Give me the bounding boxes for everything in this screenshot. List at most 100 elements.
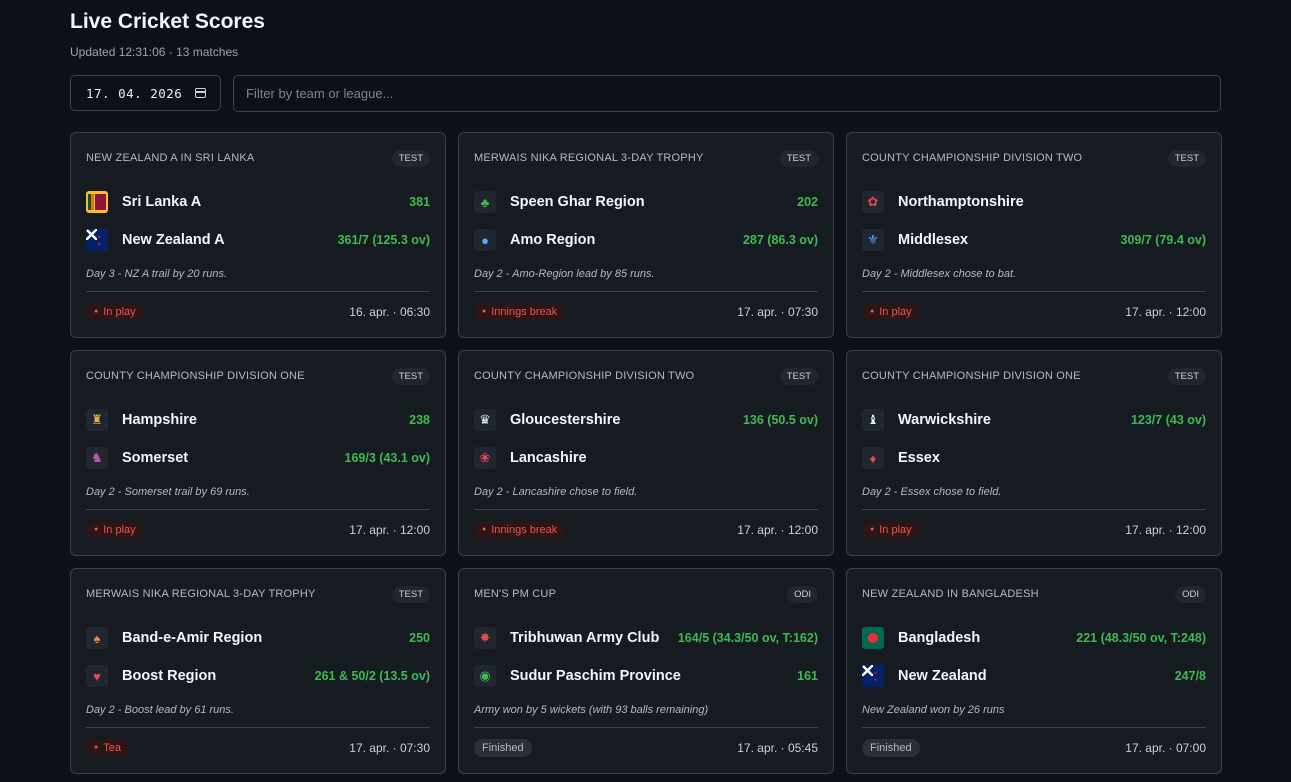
team-score: 164/5 (34.3/50 ov, T:162) [677, 631, 818, 645]
match-note: Day 2 - Boost lead by 61 runs. [86, 704, 234, 716]
lancashire-rose-icon: ❀ [474, 447, 496, 469]
filter-bar: 17. 04. 2026 [70, 75, 1221, 113]
status-badge: In play [86, 521, 144, 539]
format-badge: ODI [787, 585, 818, 603]
format-badge: TEST [1167, 367, 1206, 385]
divider [86, 509, 430, 510]
divider [862, 509, 1206, 510]
match-time: 17. apr. · 07:30 [737, 305, 818, 319]
team-name: Speen Ghar Region [510, 194, 645, 210]
team-name: Boost Region [122, 668, 217, 684]
format-badge: TEST [391, 585, 430, 603]
gloucestershire-crest-icon: ♛ [474, 409, 496, 431]
match-card[interactable]: MEN'S PM CUP ODI ✸ Tribhuwan Army Club 164/… [458, 568, 834, 774]
league-name: COUNTY CHAMPIONSHIP DIVISION TWO [474, 370, 695, 382]
match-time: 17. apr. · 07:30 [349, 741, 430, 755]
match-card[interactable]: MERWAIS NIKA REGIONAL 3-DAY TROPHY TEST ♣… [458, 132, 834, 338]
team-score: 261 & 50/2 (13.5 ov) [314, 669, 430, 683]
format-badge: TEST [391, 367, 430, 385]
team-row: ♥ Boost Region 261 & 50/2 (13.5 ov) [86, 657, 430, 695]
team-row: ♦ Essex [862, 439, 1206, 477]
match-note: Day 2 - Middlesex chose to bat. [862, 268, 1017, 280]
match-card[interactable]: COUNTY CHAMPIONSHIP DIVISION TWO TEST ♛ Gl… [458, 350, 834, 556]
match-time: 17. apr. · 12:00 [737, 523, 818, 537]
match-card[interactable]: NEW ZEALAND IN BANGLADESH ODI Bangladesh 2… [846, 568, 1222, 774]
team-name: New Zealand [898, 668, 987, 684]
match-time: 17. apr. · 05:45 [737, 741, 818, 755]
match-time: 17. apr. · 12:00 [1125, 523, 1206, 537]
team-row: New Zealand 247/8 [862, 657, 1206, 695]
divider [474, 509, 818, 510]
status-badge: Finished [862, 739, 920, 757]
match-card[interactable]: NEW ZEALAND A IN SRI LANKA TEST Sri Lanka… [70, 132, 446, 338]
middlesex-crest-icon: ⚜ [862, 229, 884, 251]
team-row: ● Amo Region 287 (86.3 ov) [474, 221, 818, 259]
divider [86, 291, 430, 292]
status-badge: Tea [86, 739, 129, 757]
match-note: Day 3 - NZ A trail by 20 runs. [86, 268, 228, 280]
team-score: 247/8 [1174, 669, 1206, 683]
hampshire-crest-icon: ♜ [86, 409, 108, 431]
northamptonshire-crest-icon: ✿ [862, 191, 884, 213]
team-name: Middlesex [898, 232, 969, 248]
team-row: ◉ Sudur Paschim Province 161 [474, 657, 818, 695]
team-score: 221 (48.3/50 ov, T:248) [1076, 631, 1206, 645]
speen-ghar-crest-icon: ♣ [474, 191, 496, 213]
team-name: Tribhuwan Army Club [510, 630, 660, 646]
team-name: Bangladesh [898, 630, 981, 646]
essex-crest-icon: ♦ [862, 447, 884, 469]
status-badge: In play [86, 303, 144, 321]
league-name: MEN'S PM CUP [474, 588, 557, 600]
divider [474, 727, 818, 728]
divider [474, 291, 818, 292]
match-time: 17. apr. · 12:00 [1125, 305, 1206, 319]
team-name: Somerset [122, 450, 189, 466]
team-row: ♝ Warwickshire 123/7 (43 ov) [862, 401, 1206, 439]
match-time: 16. apr. · 06:30 [349, 305, 430, 319]
band-e-amir-crest-icon: ♠ [86, 627, 108, 649]
date-value: 17. 04. 2026 [86, 85, 183, 101]
match-grid: NEW ZEALAND A IN SRI LANKA TEST Sri Lanka… [70, 132, 1222, 774]
team-row: ✸ Tribhuwan Army Club 164/5 (34.3/50 ov, T… [474, 619, 818, 657]
league-name: COUNTY CHAMPIONSHIP DIVISION TWO [862, 152, 1083, 164]
new-zealand-flag-icon [862, 665, 884, 687]
update-info: Updated 12:31:06 · 13 matches [70, 45, 239, 59]
team-name: Northamptonshire [898, 194, 1024, 210]
match-card[interactable]: COUNTY CHAMPIONSHIP DIVISION ONE TEST ♝ Wa… [846, 350, 1222, 556]
team-score: 161 [797, 669, 818, 683]
team-name: Gloucestershire [510, 412, 621, 428]
team-row: New Zealand A 361/7 (125.3 ov) [86, 221, 430, 259]
team-name: Essex [898, 450, 940, 466]
divider [862, 727, 1206, 728]
team-score: 287 (86.3 ov) [742, 233, 818, 247]
format-badge: TEST [779, 367, 818, 385]
match-card[interactable]: COUNTY CHAMPIONSHIP DIVISION ONE TEST ♜ Ha… [70, 350, 446, 556]
date-picker[interactable]: 17. 04. 2026 [70, 75, 221, 111]
boost-region-crest-icon: ♥ [86, 665, 108, 687]
team-row: ♞ Somerset 169/3 (43.1 ov) [86, 439, 430, 477]
tribhuwan-army-crest-icon: ✸ [474, 627, 496, 649]
team-name: Amo Region [510, 232, 596, 248]
status-badge: In play [862, 521, 920, 539]
format-badge: TEST [1167, 149, 1206, 167]
team-score: 136 (50.5 ov) [742, 413, 818, 427]
team-name: Hampshire [122, 412, 197, 428]
league-name: MERWAIS NIKA REGIONAL 3-DAY TROPHY [474, 152, 704, 164]
team-row: ❀ Lancashire [474, 439, 818, 477]
team-name: Band-e-Amir Region [122, 630, 263, 646]
warwickshire-bear-icon: ♝ [862, 409, 884, 431]
team-score: 238 [409, 413, 430, 427]
team-row: ♜ Hampshire 238 [86, 401, 430, 439]
format-badge: TEST [779, 149, 818, 167]
team-score: 123/7 (43 ov) [1130, 413, 1206, 427]
match-note: Day 2 - Lancashire chose to field. [474, 486, 638, 498]
sudur-paschim-crest-icon: ◉ [474, 665, 496, 687]
format-badge: TEST [391, 149, 430, 167]
team-name: Warwickshire [898, 412, 991, 428]
calendar-icon[interactable] [195, 88, 206, 98]
team-name: Lancashire [510, 450, 587, 466]
team-name: New Zealand A [122, 232, 225, 248]
match-card[interactable]: COUNTY CHAMPIONSHIP DIVISION TWO TEST ✿ No… [846, 132, 1222, 338]
match-card[interactable]: MERWAIS NIKA REGIONAL 3-DAY TROPHY TEST ♠… [70, 568, 446, 774]
search-input[interactable] [233, 75, 1221, 112]
